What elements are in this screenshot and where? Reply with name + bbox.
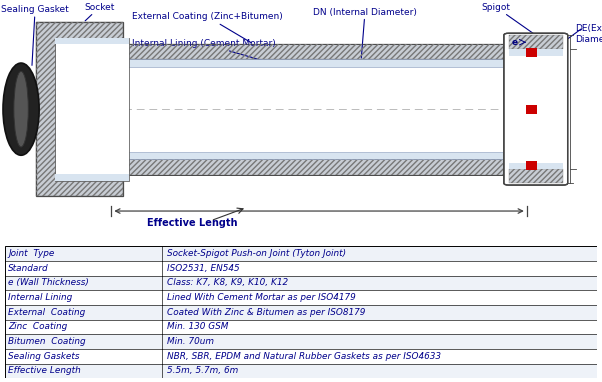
Text: e: e <box>512 38 518 47</box>
Text: Socket-Spigot Push-on Joint (Tyton Joint): Socket-Spigot Push-on Joint (Tyton Joint… <box>167 249 346 258</box>
Text: ISO2531, EN545: ISO2531, EN545 <box>167 264 239 273</box>
Bar <box>111 44 527 59</box>
Bar <box>5 364 597 378</box>
Text: External  Coating: External Coating <box>8 308 85 317</box>
Text: Zinc  Coating: Zinc Coating <box>8 322 67 332</box>
Bar <box>55 174 129 181</box>
Text: Internal Lining: Internal Lining <box>8 293 73 302</box>
FancyBboxPatch shape <box>504 33 568 185</box>
Bar <box>5 320 597 334</box>
Bar <box>5 276 597 290</box>
Text: Spigot: Spigot <box>482 3 535 34</box>
Text: Sealing Gasket: Sealing Gasket <box>1 5 69 65</box>
Text: Internal Lining (Cement Mortar): Internal Lining (Cement Mortar) <box>132 39 276 63</box>
Text: Coated With Zinc & Bitumen as per ISO8179: Coated With Zinc & Bitumen as per ISO817… <box>167 308 365 317</box>
Text: Lined With Cement Mortar as per ISO4179: Lined With Cement Mortar as per ISO4179 <box>167 293 355 302</box>
Polygon shape <box>111 159 123 181</box>
Bar <box>55 37 129 44</box>
Text: e (Wall Thickness): e (Wall Thickness) <box>8 278 89 288</box>
Bar <box>526 105 537 114</box>
Text: Effective Length: Effective Length <box>8 366 81 376</box>
Text: DN (Internal Diameter): DN (Internal Diameter) <box>313 8 417 58</box>
Bar <box>55 37 129 181</box>
Bar <box>111 44 527 59</box>
Bar <box>509 35 563 49</box>
Bar <box>36 22 123 196</box>
Text: Joint  Type: Joint Type <box>8 249 55 258</box>
Text: Socket: Socket <box>84 3 114 21</box>
Bar <box>5 305 597 320</box>
Ellipse shape <box>14 71 28 147</box>
Bar <box>5 290 597 305</box>
Bar <box>111 159 527 175</box>
Bar <box>5 349 597 364</box>
Text: Min. 130 GSM: Min. 130 GSM <box>167 322 228 332</box>
Bar <box>526 161 537 170</box>
Polygon shape <box>111 37 123 59</box>
Bar <box>5 334 597 349</box>
Bar <box>509 35 563 49</box>
Text: Min. 70um: Min. 70um <box>167 337 214 346</box>
Bar <box>111 152 527 159</box>
Bar <box>509 169 563 183</box>
Text: External Coating (Zinc+Bitumen): External Coating (Zinc+Bitumen) <box>132 13 283 43</box>
Bar <box>111 159 527 175</box>
Text: DE(External
Diameter): DE(External Diameter) <box>575 24 602 44</box>
Bar <box>111 59 527 66</box>
Bar <box>509 49 563 56</box>
Bar <box>509 163 563 169</box>
Text: Effective Length: Effective Length <box>147 218 238 228</box>
Bar <box>36 22 123 196</box>
Text: Sealing Gaskets: Sealing Gaskets <box>8 352 80 361</box>
Bar <box>526 48 537 57</box>
Bar <box>5 246 597 261</box>
Text: Standard: Standard <box>8 264 49 273</box>
Text: Bitumen  Coating: Bitumen Coating <box>8 337 86 346</box>
Text: 5.5m, 5.7m, 6m: 5.5m, 5.7m, 6m <box>167 366 238 376</box>
Bar <box>111 59 527 159</box>
Text: NBR, SBR, EPDM and Natural Rubber Gaskets as per ISO4633: NBR, SBR, EPDM and Natural Rubber Gasket… <box>167 352 441 361</box>
Bar <box>509 169 563 183</box>
Ellipse shape <box>3 63 39 155</box>
Bar <box>5 261 597 276</box>
Text: Class: K7, K8, K9, K10, K12: Class: K7, K8, K9, K10, K12 <box>167 278 288 288</box>
